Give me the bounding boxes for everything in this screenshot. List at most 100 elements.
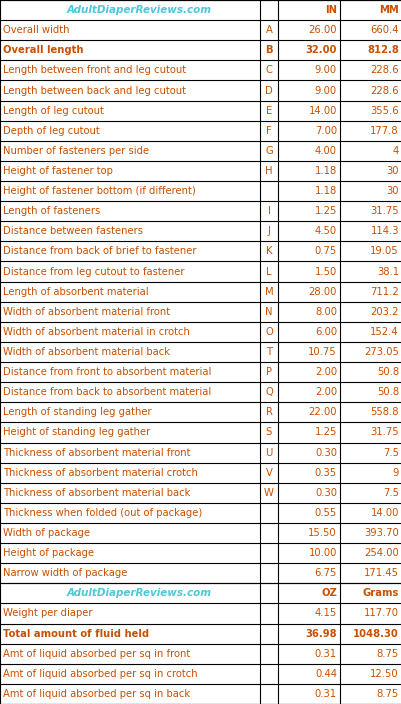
Text: Height of package: Height of package [3,548,94,558]
Text: Grams: Grams [362,589,398,598]
Text: C: C [265,65,272,75]
Text: Overall width: Overall width [3,25,69,35]
Text: 1.18: 1.18 [314,186,336,196]
Text: W: W [263,488,273,498]
Text: Width of absorbent material front: Width of absorbent material front [3,307,170,317]
Text: V: V [265,467,272,478]
Text: 36.98: 36.98 [305,629,336,639]
Text: 8.75: 8.75 [376,648,398,659]
Text: 32.00: 32.00 [305,45,336,56]
Text: Amt of liquid absorbed per sq in front: Amt of liquid absorbed per sq in front [3,648,190,659]
Text: 1048.30: 1048.30 [352,629,398,639]
Text: 31.75: 31.75 [369,206,398,216]
Text: Distance from back to absorbent material: Distance from back to absorbent material [3,387,211,397]
Text: M: M [264,287,273,296]
Text: MM: MM [378,5,398,15]
Text: 14.00: 14.00 [308,106,336,115]
Text: OZ: OZ [320,589,336,598]
Text: Number of fasteners per side: Number of fasteners per side [3,146,149,156]
Text: Thickness of absorbent material back: Thickness of absorbent material back [3,488,190,498]
Text: Total amount of fluid held: Total amount of fluid held [3,629,149,639]
Text: AdultDiaperReviews.com: AdultDiaperReviews.com [66,5,211,15]
Text: Length of leg cutout: Length of leg cutout [3,106,103,115]
Text: 8.75: 8.75 [376,689,398,699]
Text: Width of package: Width of package [3,528,90,538]
Text: Height of fastener bottom (if different): Height of fastener bottom (if different) [3,186,195,196]
Text: Weight per diaper: Weight per diaper [3,608,92,619]
Text: 152.4: 152.4 [369,327,398,337]
Text: T: T [265,347,271,357]
Text: Thickness of absorbent material crotch: Thickness of absorbent material crotch [3,467,197,478]
Text: 2.00: 2.00 [314,387,336,397]
Text: 10.00: 10.00 [308,548,336,558]
Text: 1.50: 1.50 [314,267,336,277]
Text: Depth of leg cutout: Depth of leg cutout [3,126,99,136]
Text: 9.00: 9.00 [314,85,336,96]
Text: 0.35: 0.35 [314,467,336,478]
Text: IN: IN [324,5,336,15]
Text: 8.00: 8.00 [314,307,336,317]
Text: Width of absorbent material in crotch: Width of absorbent material in crotch [3,327,189,337]
Text: N: N [265,307,272,317]
Text: 0.75: 0.75 [314,246,336,256]
Text: 273.05: 273.05 [363,347,398,357]
Text: Overall length: Overall length [3,45,83,56]
Text: 14.00: 14.00 [370,508,398,518]
Text: G: G [265,146,272,156]
Text: 558.8: 558.8 [370,408,398,417]
Text: Distance from back of brief to fastener: Distance from back of brief to fastener [3,246,196,256]
Text: 171.45: 171.45 [363,568,398,578]
Text: 4: 4 [392,146,398,156]
Text: 19.05: 19.05 [369,246,398,256]
Text: E: E [265,106,271,115]
Text: 4.50: 4.50 [314,226,336,237]
Text: A: A [265,25,272,35]
Text: 9: 9 [392,467,398,478]
Text: Q: Q [265,387,272,397]
Text: 0.31: 0.31 [314,689,336,699]
Text: 0.55: 0.55 [314,508,336,518]
Text: 10.75: 10.75 [308,347,336,357]
Text: 50.8: 50.8 [376,367,398,377]
Text: 7.5: 7.5 [382,448,398,458]
Text: 177.8: 177.8 [369,126,398,136]
Text: 0.44: 0.44 [314,669,336,679]
Text: L: L [265,267,271,277]
Text: Thickness of absorbent material front: Thickness of absorbent material front [3,448,190,458]
Text: 28.00: 28.00 [308,287,336,296]
Text: 50.8: 50.8 [376,387,398,397]
Text: 393.70: 393.70 [363,528,398,538]
Text: 0.31: 0.31 [314,648,336,659]
Text: Amt of liquid absorbed per sq in back: Amt of liquid absorbed per sq in back [3,689,190,699]
Text: F: F [265,126,271,136]
Text: O: O [265,327,272,337]
Text: 30: 30 [385,186,398,196]
Text: Length of standing leg gather: Length of standing leg gather [3,408,151,417]
Text: 254.00: 254.00 [363,548,398,558]
Text: AdultDiaperReviews.com: AdultDiaperReviews.com [66,589,211,598]
Text: Distance between fasteners: Distance between fasteners [3,226,143,237]
Text: H: H [265,166,272,176]
Text: Narrow width of package: Narrow width of package [3,568,127,578]
Text: U: U [265,448,272,458]
Text: 7.00: 7.00 [314,126,336,136]
Text: Length between front and leg cutout: Length between front and leg cutout [3,65,186,75]
Text: 22.00: 22.00 [308,408,336,417]
Text: 2.00: 2.00 [314,367,336,377]
Text: Length of absorbent material: Length of absorbent material [3,287,148,296]
Text: 203.2: 203.2 [370,307,398,317]
Text: S: S [265,427,271,437]
Text: Length of fasteners: Length of fasteners [3,206,100,216]
Text: J: J [267,226,270,237]
Text: Distance from leg cutout to fastener: Distance from leg cutout to fastener [3,267,184,277]
Text: 6.75: 6.75 [314,568,336,578]
Text: 1.18: 1.18 [314,166,336,176]
Text: 1.25: 1.25 [314,206,336,216]
Text: 1.25: 1.25 [314,427,336,437]
Text: K: K [265,246,271,256]
Text: Amt of liquid absorbed per sq in crotch: Amt of liquid absorbed per sq in crotch [3,669,197,679]
Text: 812.8: 812.8 [366,45,398,56]
Text: Thickness when folded (out of package): Thickness when folded (out of package) [3,508,202,518]
Text: 0.30: 0.30 [314,448,336,458]
Text: B: B [265,45,272,56]
